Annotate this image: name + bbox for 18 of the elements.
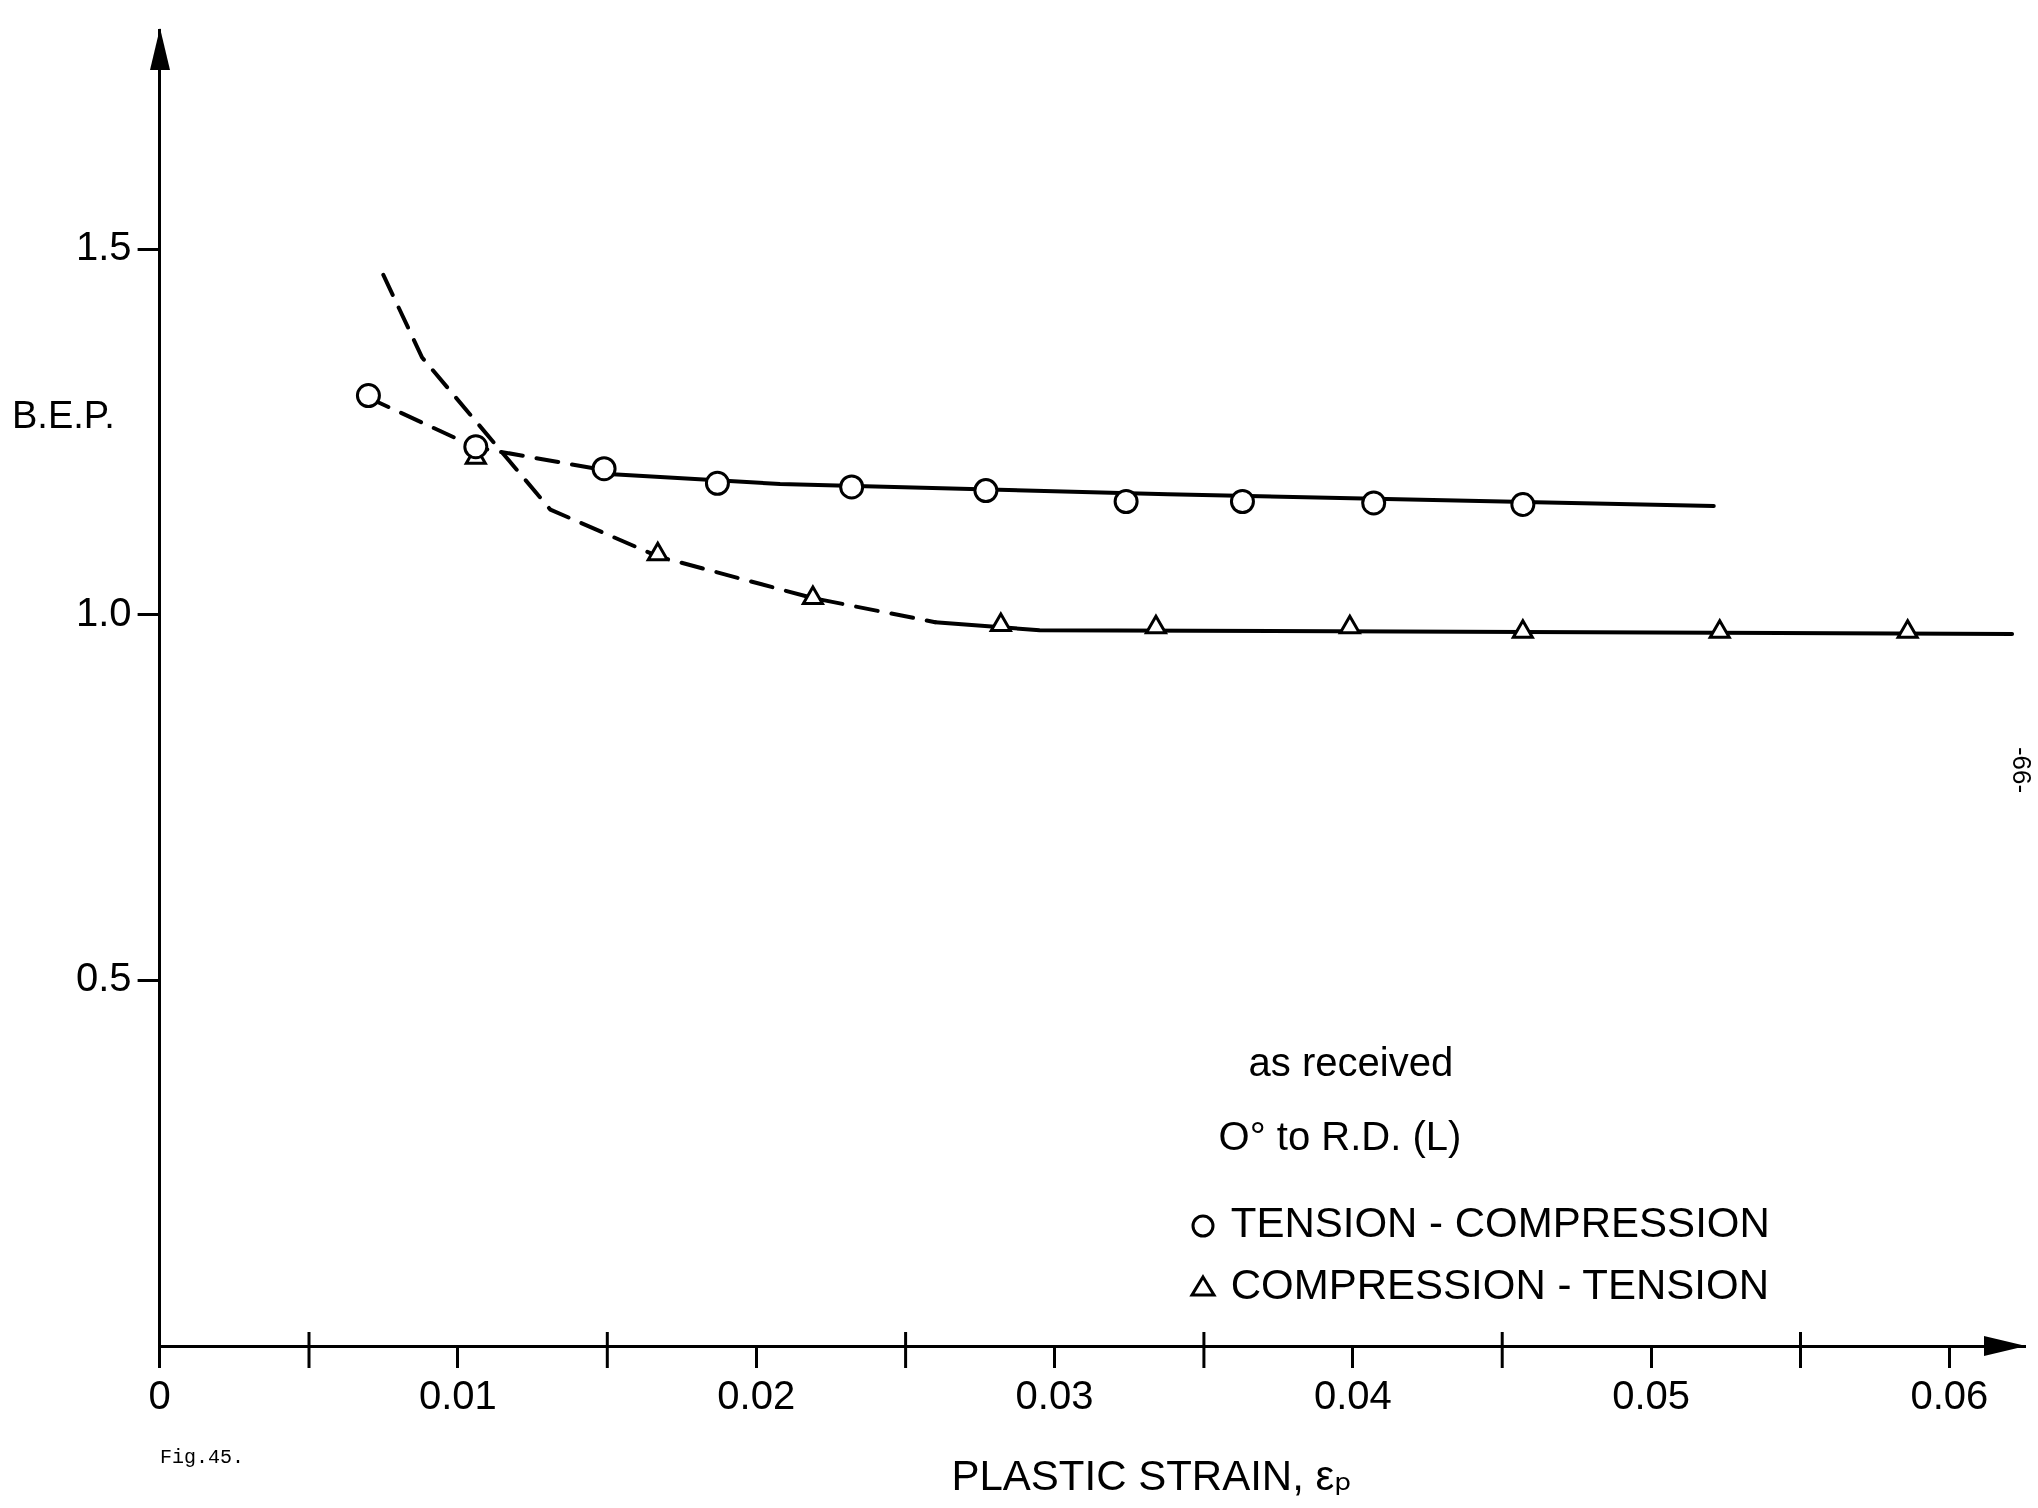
legend-label: TENSION - COMPRESSION [1230,1199,1770,1246]
y-tick-label: 1.0 [76,589,132,634]
x-tick-label: 0.02 [717,1373,796,1418]
x-tick-label: 0.06 [1910,1373,1989,1418]
x-tick-label: 0.03 [1015,1373,1094,1418]
y-tick-label: 1.5 [76,224,132,269]
annotation: -66- [2006,746,2037,794]
x-tick-label: 0.04 [1313,1373,1392,1418]
y-axis-title: B.E.P. [12,393,115,436]
x-tick-label: 0.05 [1612,1373,1691,1418]
caption: Fig.45. [160,1446,245,1470]
legend-label: COMPRESSION - TENSION [1230,1261,1770,1308]
annotation: as received [1248,1039,1454,1084]
x-tick-label: 0 [148,1373,171,1418]
annotation: O° to R.D. (L) [1218,1114,1462,1159]
x-tick-label: 0.01 [418,1373,497,1418]
x-axis-title: PLASTIC STRAIN, εₚ [951,1452,1353,1499]
y-tick-label: 0.5 [76,955,132,1000]
